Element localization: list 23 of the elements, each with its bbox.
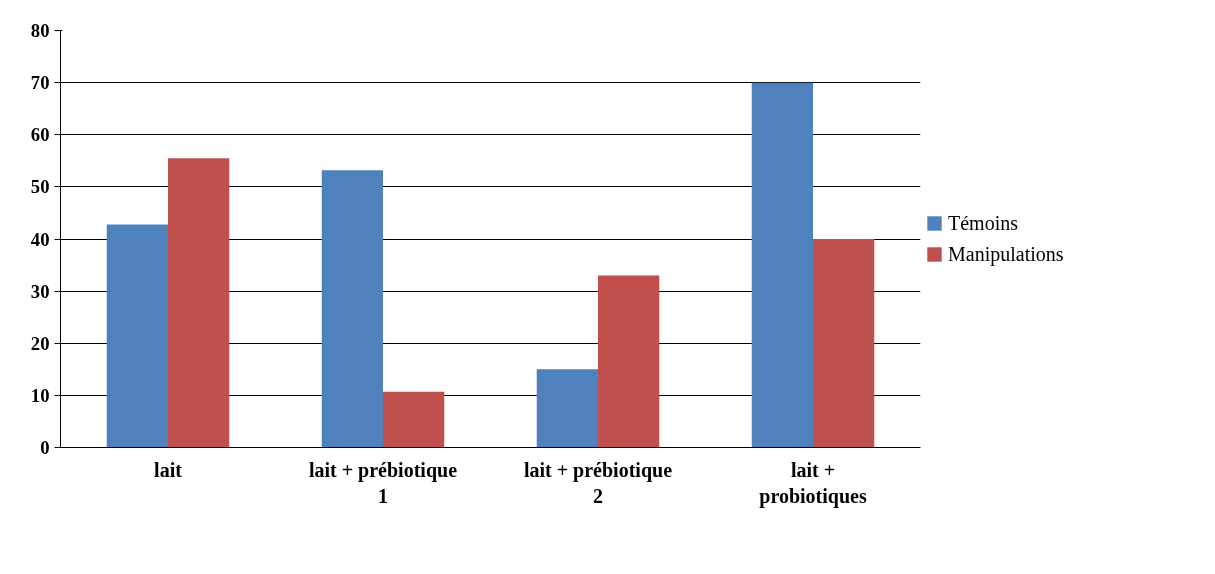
bar	[168, 158, 230, 448]
y-tick-label: 80	[30, 20, 50, 41]
y-tick-label: 70	[30, 72, 50, 94]
bar	[536, 369, 598, 448]
bar	[106, 224, 168, 448]
y-tick-label: 40	[30, 228, 50, 250]
x-tick-label: lait	[154, 458, 183, 481]
y-tick-label: 0	[40, 437, 50, 458]
bar	[383, 391, 445, 448]
y-tick-label: 20	[30, 332, 50, 354]
bar	[321, 170, 383, 448]
legend-label: Manipulations	[948, 242, 1064, 266]
bar	[813, 239, 875, 448]
x-tick-label: lait + probiotiques	[759, 458, 867, 508]
x-tick-label: lait + prébiotique 2	[523, 458, 673, 507]
y-tick-label: 50	[30, 176, 50, 198]
y-tick-label: 60	[30, 124, 50, 146]
legend-label: Témoins	[948, 211, 1018, 235]
y-tick-label: 30	[30, 280, 50, 302]
bar	[598, 275, 660, 448]
y-tick-label: 10	[30, 384, 50, 406]
x-tick-label: lait + prébiotique 1	[308, 458, 458, 507]
bar	[751, 82, 813, 448]
